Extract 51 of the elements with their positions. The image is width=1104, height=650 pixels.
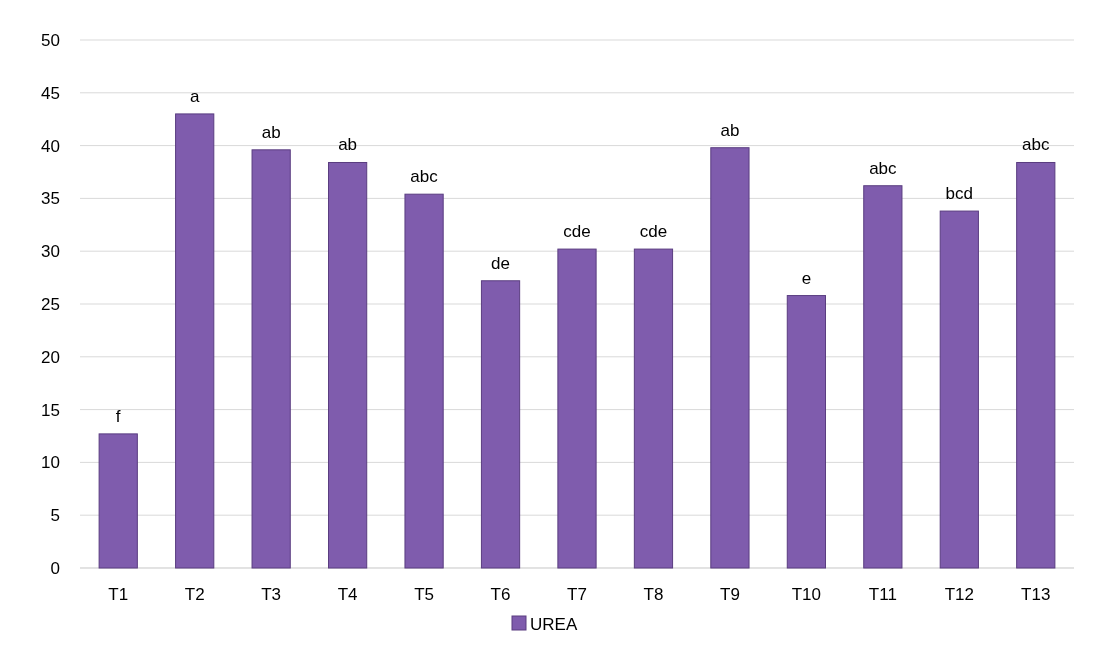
annotation: abc [410, 167, 439, 187]
y-tick-label: 35 [41, 189, 60, 209]
bar [175, 113, 215, 569]
annotation: cde [563, 222, 591, 242]
y-tick-label: 15 [41, 400, 60, 420]
bar [939, 210, 979, 569]
bar [328, 162, 368, 569]
bar [863, 185, 903, 569]
x-tick-label: T11 [868, 585, 897, 604]
x-tick-label: T9 [720, 585, 740, 604]
bar [404, 193, 444, 569]
bar [633, 248, 674, 569]
y-tick-label: 30 [41, 242, 60, 262]
annotation: de [491, 253, 510, 273]
annotation: ab [338, 135, 358, 155]
y-tick-label: 25 [41, 294, 60, 314]
y-tick-label: 50 [41, 30, 60, 50]
x-tick-label: T4 [337, 585, 358, 604]
y-tick-label: 45 [41, 83, 60, 103]
bar [710, 147, 750, 569]
bar [1016, 162, 1056, 569]
x-tick-label: T8 [643, 585, 664, 604]
y-tick-label: 40 [41, 136, 60, 156]
annotation: abc [869, 158, 898, 178]
y-tick-label: 10 [41, 453, 60, 473]
x-tick-label: T7 [567, 585, 587, 604]
annotation: f [115, 406, 121, 426]
annotation: bcd [945, 184, 974, 204]
x-tick-label: T2 [184, 585, 205, 604]
x-tick-label: T5 [414, 585, 434, 604]
bar [480, 280, 521, 569]
x-tick-label: T13 [1021, 585, 1051, 604]
bar [251, 149, 291, 569]
annotation: a [189, 86, 200, 106]
bar [557, 248, 597, 569]
y-tick-label: 20 [41, 347, 60, 367]
y-tick-label: 0 [50, 558, 60, 578]
annotation: ab [720, 120, 740, 140]
x-tick-label: T12 [944, 585, 974, 604]
legend-label: UREA [530, 614, 578, 634]
annotation: cde [639, 222, 668, 242]
annotation: e [801, 268, 812, 288]
x-tick-label: T3 [261, 585, 282, 604]
annotation: ab [261, 122, 281, 142]
bar [98, 433, 138, 569]
x-tick-label: T10 [791, 585, 822, 604]
annotation: abc [1022, 135, 1050, 155]
x-tick-label: T1 [108, 585, 129, 604]
y-tick-label: 5 [50, 506, 60, 526]
x-tick-label: T6 [490, 585, 511, 604]
bar [786, 295, 826, 569]
